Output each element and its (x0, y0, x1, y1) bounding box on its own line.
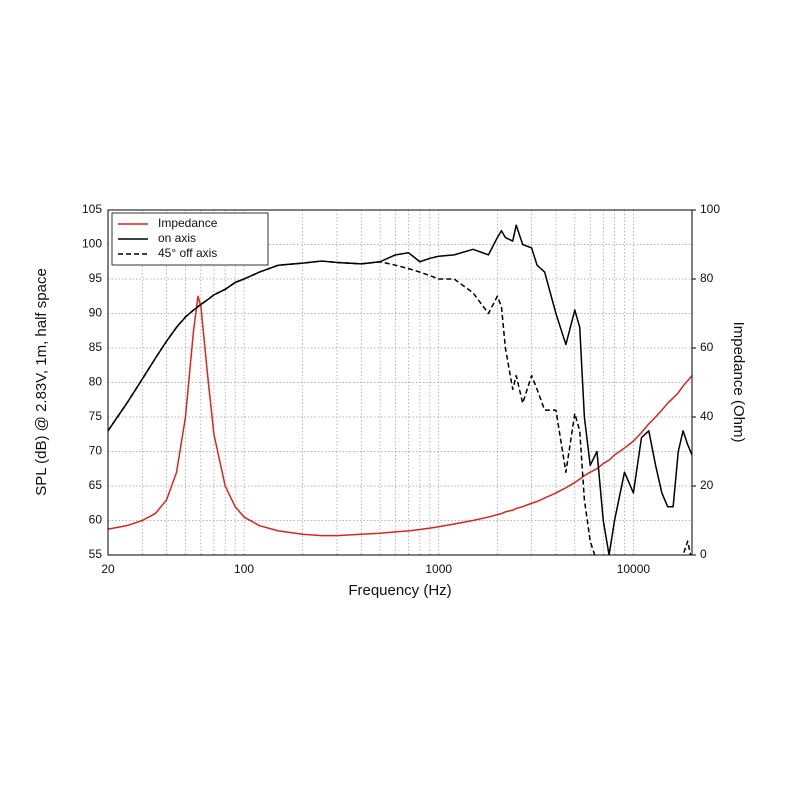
y-tick-label: 75 (89, 409, 103, 423)
y2-tick-label: 60 (700, 340, 714, 354)
y-tick-label: 70 (89, 444, 103, 458)
y-tick-label: 85 (89, 340, 103, 354)
y-tick-label: 95 (89, 271, 103, 285)
plot-frame (107, 209, 693, 556)
y-tick-label: 65 (89, 478, 103, 492)
x-tick-label: 10000 (617, 562, 651, 576)
x-axis-label: Frequency (Hz) (348, 582, 451, 599)
series-line (108, 224, 692, 555)
y-tick-label: 60 (89, 513, 103, 527)
y2-tick-label: 20 (700, 478, 714, 492)
legend-label: Impedance (158, 216, 218, 230)
grid (107, 209, 692, 556)
y-tick-label: 105 (82, 202, 102, 216)
y2-tick-label: 100 (700, 202, 720, 216)
y-tick-label: 80 (89, 375, 103, 389)
y2-tick-label: 80 (700, 271, 714, 285)
series-line (108, 260, 692, 555)
y-tick-label: 55 (89, 547, 103, 561)
x-tick-label: 20 (101, 562, 115, 576)
x-tick-label: 1000 (425, 562, 452, 576)
y2-tick-label: 40 (700, 409, 714, 423)
y2-tick-label: 0 (700, 547, 707, 561)
y-tick-label: 100 (82, 237, 102, 251)
plot-area (108, 224, 692, 555)
y-tick-label: 90 (89, 306, 103, 320)
legend-label: 45° off axis (158, 246, 217, 260)
x-tick-label: 100 (234, 562, 254, 576)
series-line (108, 295, 692, 537)
y2-axis-label: Impedance (Ohm) (730, 322, 747, 443)
y-axis-label: SPL (dB) @ 2.83V, 1m, half space (33, 268, 50, 496)
legend-label: on axis (158, 231, 196, 245)
